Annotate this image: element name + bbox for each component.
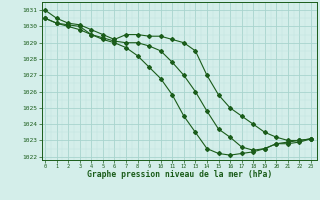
X-axis label: Graphe pression niveau de la mer (hPa): Graphe pression niveau de la mer (hPa) — [87, 170, 272, 179]
